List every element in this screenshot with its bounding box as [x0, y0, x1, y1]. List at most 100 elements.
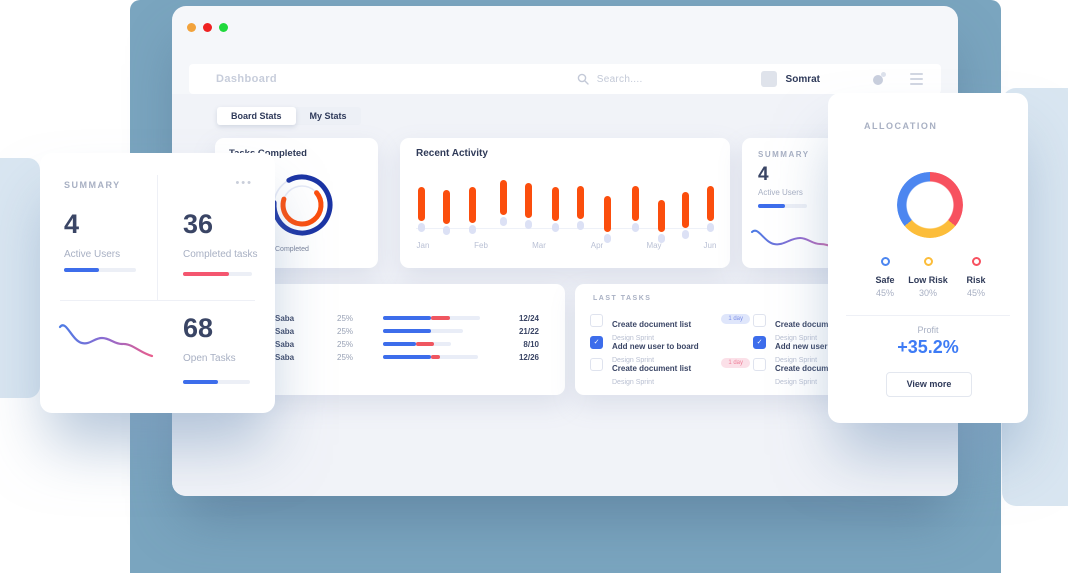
activity-bar — [469, 187, 476, 223]
completed-tasks-value: 36 — [183, 209, 214, 239]
axis-label-jan: Jan — [416, 241, 430, 250]
member-name: Saba — [275, 313, 295, 323]
window-controls[interactable] — [187, 19, 235, 37]
axis-label-may: May — [646, 241, 662, 250]
stats-tabs: Board Stats My Stats — [217, 107, 361, 125]
legend-value: 45% — [875, 288, 894, 298]
task-subtitle: Design Sprint — [775, 335, 818, 342]
member-pct: 25% — [337, 326, 354, 336]
tab-my-stats[interactable]: My Stats — [309, 111, 347, 121]
member-date: 12/26 — [518, 352, 539, 362]
legend-label: Low Risk — [908, 275, 948, 285]
task-subtitle: Design Sprint — [612, 357, 655, 364]
profit-value: +35.2% — [897, 337, 959, 357]
summary-card: SUMMARY ••• 4 Active Users 36 Completed … — [40, 153, 275, 413]
activity-bar — [658, 200, 665, 232]
open-tasks-value: 68 — [183, 313, 214, 343]
activity-bar — [604, 196, 611, 232]
task-item[interactable]: Create document list Design Sprint 1 day — [590, 358, 750, 386]
active-users-value: 4 — [758, 164, 769, 185]
activity-bar-tail — [443, 226, 450, 235]
legend-label: Completed — [275, 246, 309, 253]
task-title: Create document list — [775, 364, 855, 373]
task-item[interactable]: ✓ Add new user to board Design Sprint — [590, 336, 750, 364]
checkbox-icon[interactable] — [753, 358, 766, 371]
activity-bar — [577, 186, 584, 219]
completed-tasks-label: Completed tasks — [183, 249, 258, 260]
allocation-donut — [897, 172, 963, 238]
minimize-dot-icon[interactable] — [187, 23, 196, 32]
task-badge: 1 day — [721, 314, 750, 324]
activity-bars — [400, 138, 730, 268]
checkbox-icon[interactable]: ✓ — [590, 336, 603, 349]
activity-bar-tail — [552, 223, 559, 232]
activity-bar — [525, 183, 532, 218]
menu-icon[interactable] — [910, 73, 923, 85]
checkbox-icon[interactable] — [590, 314, 603, 327]
activity-bar — [500, 180, 507, 215]
open-tasks-label: Open Tasks — [183, 353, 236, 364]
page-title: Dashboard — [216, 73, 278, 85]
member-pct: 25% — [337, 339, 354, 349]
view-more-button[interactable]: View more — [886, 372, 972, 397]
table-row[interactable]: Saba 25% 12/24 — [275, 312, 539, 324]
legend-safe: Safe 45% — [855, 253, 915, 298]
legend-ring-icon — [880, 257, 890, 266]
member-date: 12/24 — [518, 313, 539, 323]
task-item[interactable]: Create document list Design Sprint 1 day — [590, 314, 750, 342]
progress-bar — [758, 204, 807, 208]
checkbox-icon[interactable]: ✓ — [753, 336, 766, 349]
tab-board-stats[interactable]: Board Stats — [217, 107, 296, 125]
activity-bar-tail — [525, 220, 532, 229]
divider — [157, 175, 158, 300]
progress-bar — [64, 268, 136, 272]
divider — [60, 300, 255, 301]
activity-bar — [418, 187, 425, 221]
axis-label-mar: Mar — [532, 241, 546, 250]
active-users-label: Active Users — [64, 249, 121, 260]
maximize-dot-icon[interactable] — [219, 23, 228, 32]
activity-bar — [707, 186, 714, 221]
task-item[interactable]: Create document list Design Sprint — [753, 314, 913, 342]
last-tasks-title: LAST TASKS — [593, 295, 652, 302]
checkbox-icon[interactable] — [590, 358, 603, 371]
legend-value: 45% — [966, 288, 985, 298]
task-title: Add new user to board — [775, 342, 862, 351]
activity-bar — [632, 186, 639, 221]
table-row[interactable]: Saba 25% 21/22 — [275, 325, 539, 337]
axis-label-jun: Jun — [703, 241, 717, 250]
summary-title: SUMMARY — [64, 180, 121, 190]
member-date: 21/22 — [518, 326, 539, 336]
legend-low-risk: Low Risk 30% — [898, 253, 958, 298]
member-progress — [383, 329, 463, 333]
team-activity-card: y Saba 25% 12/24 Saba 25% 21/22 Saba 25%… — [225, 284, 565, 395]
member-pct: 25% — [337, 352, 354, 362]
search-box[interactable]: Search.... — [577, 73, 643, 85]
search-placeholder: Search.... — [596, 73, 643, 85]
close-dot-icon[interactable] — [203, 23, 212, 32]
recent-activity-card: Recent Activity Jan Feb Mar Apr May Jun — [400, 138, 730, 268]
activity-bar-tail — [469, 225, 476, 234]
table-row[interactable]: Saba 25% 12/26 — [275, 351, 539, 363]
activity-bar-tail — [604, 234, 611, 243]
task-item[interactable]: ✓ Add new user to board Design Sprint — [753, 336, 913, 364]
table-row[interactable]: Saba 25% 8/10 — [275, 338, 539, 350]
more-options-icon[interactable]: ••• — [235, 177, 253, 189]
user-menu[interactable]: Somrat — [760, 71, 820, 87]
progress-bar — [183, 272, 252, 276]
task-item[interactable]: Create document list Design Sprint — [753, 358, 913, 386]
task-title: Create document list — [775, 320, 855, 329]
legend-label: Risk — [966, 275, 986, 285]
task-badge: 1 day — [721, 358, 750, 368]
profit-label: Profit — [917, 325, 939, 335]
member-name: Saba — [275, 326, 295, 336]
task-title: Add new user to board — [612, 342, 699, 351]
progress-bar — [183, 380, 250, 384]
member-progress — [383, 342, 451, 346]
checkbox-icon[interactable] — [753, 314, 766, 327]
notifications-icon[interactable] — [872, 72, 886, 86]
task-title: Create document list — [612, 364, 692, 373]
legend-ring-icon — [971, 257, 981, 266]
chart-gridline — [416, 228, 714, 229]
